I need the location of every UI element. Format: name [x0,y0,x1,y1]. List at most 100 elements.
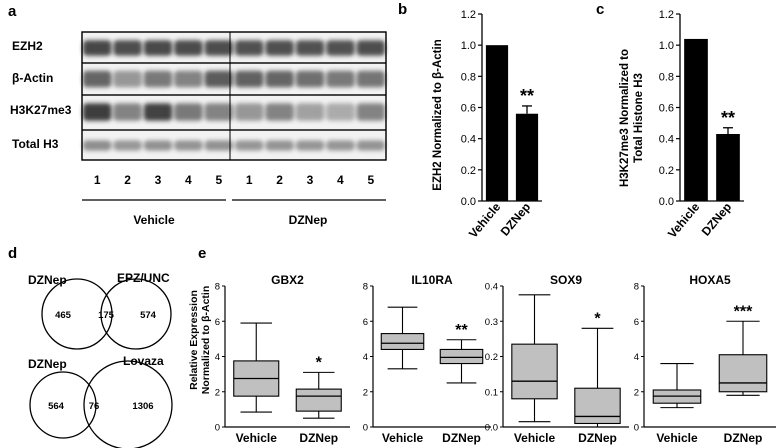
panel-e-ylabel-line1: Relative Expression [188,290,200,390]
panel-letter-b: b [398,1,407,18]
y-tick-label: 2 [215,387,220,398]
lane-number-1: 1 [94,173,101,187]
blot-band [143,140,173,151]
venn-top-right-circle [100,278,172,350]
y-tick-label: 0.2 [659,165,674,177]
lane-number-8: 3 [307,173,314,187]
y-tick-label: 0.0 [461,196,476,208]
blot-band [356,103,386,121]
y-tick-label: 8 [363,282,368,293]
venn-bottom-right-circle [83,360,173,448]
y-tick-label: 2 [363,387,368,398]
blot-band [295,140,325,151]
x-tick-label-vehicle: Vehicle [514,431,556,445]
lane-number-10: 5 [367,173,374,187]
panel-c-ylabel-line2: Total Histone H3 [633,73,645,163]
venn-bottom-left-label: DZNep [28,357,67,371]
blot-band [295,70,325,88]
y-tick-label: 0 [363,423,368,434]
x-tick-label-dznep: DZNep [699,200,735,239]
blot-band [82,140,112,151]
panel-letter-a: a [8,3,17,20]
panel-b-ylabel: EZH2 Normalized to β-Actin [432,39,444,190]
blot-band [174,140,203,151]
blot-band [143,103,173,121]
y-tick-label: 4 [363,352,368,363]
blot-band [204,40,234,56]
y-tick-label: 6 [634,317,639,328]
box-iqr [511,343,558,400]
y-tick-label: 0.4 [461,134,476,146]
box-iqr [718,354,768,393]
y-tick-label: 0.8 [659,71,674,83]
x-tick-label-dznep: DZNep [442,431,481,445]
significance-marker: * [594,310,601,327]
y-tick-label: 1.2 [659,9,674,21]
panel-letter-d: d [8,245,17,262]
panel-c: c H3K27me3 Normalized to Total Histone H… [596,1,744,241]
venn-bottom-right-label: Lovaza [123,354,164,368]
boxplot-gbx2: GBX2 0 2 4 6 8 Vehicle * DZNep [215,273,350,445]
y-tick-label: 0.1 [485,387,498,398]
y-tick-label: 0.6 [461,103,476,115]
blot-band [174,103,203,121]
y-tick-label: 0.4 [485,282,498,293]
x-tick-label-vehicle: Vehicle [382,431,424,445]
blot-band [204,103,234,121]
y-tick-label: 1.0 [461,40,476,52]
venn-top-overlap: 175 [98,310,115,321]
significance-marker: ** [721,108,735,128]
blot-band [326,70,355,88]
y-tick-label: 0.2 [461,165,476,177]
boxplot-title-il10ra: IL10RA [411,273,453,287]
y-tick-label: 2 [634,387,639,398]
blot-band [295,40,325,56]
box-iqr [574,387,621,425]
x-tick-label-dznep: DZNep [578,431,617,445]
y-tick-label: 0.8 [461,71,476,83]
y-tick-label: 4 [634,352,639,363]
significance-marker: ** [520,86,534,106]
blot-band [326,103,355,121]
panel-a: a EZH2 β-Actin H3K27me3 Total H3 1 2 3 4 5 1 2… [8,3,387,227]
lane-number-3: 3 [155,173,162,187]
panel-e: e Relative Expression Normalized to β-Ac… [188,245,776,445]
lane-number-6: 1 [246,173,253,187]
blot-band [204,70,234,88]
venn-top-left-label: DZNep [28,273,67,287]
lane-number-7: 2 [276,173,283,187]
venn-bottom-left-circle [29,371,97,439]
boxplot-title-sox9: SOX9 [550,273,582,287]
blot-band [113,140,142,151]
blot-band [265,70,294,88]
y-tick-label: 1.2 [461,9,476,21]
bar-dznep [716,133,740,201]
boxplot-title-gbx2: GBX2 [271,273,304,287]
panel-b: b EZH2 Normalized to β-Actin 0.0 0.2 0.4 0.… [398,1,542,241]
lane-number-5: 5 [215,173,222,187]
group-label-dznep: DZNep [289,213,328,227]
blot-row-label-ezh2: EZH2 [12,39,43,53]
blot-band [143,40,173,56]
bar-dznep [515,113,539,201]
y-tick-label: 0 [634,423,639,434]
blot-band [82,70,112,88]
boxplot-title-hoxa5: HOXA5 [689,273,731,287]
blot-band [295,103,325,121]
panel-d: d DZNep EPZ/UNC 465 175 574 DZNep Lovaza… [8,245,173,448]
lane-number-9: 4 [337,173,344,187]
y-tick-label: 0.6 [659,103,674,115]
blot-band [113,40,142,56]
blot-band [356,70,386,88]
blot-band [82,103,112,121]
blot-band [234,140,264,151]
y-tick-label: 8 [215,282,220,293]
boxplot-il10ra: IL10RA 0 2 4 6 8 Vehicle ** DZNep [363,273,491,445]
blot-band [326,40,355,56]
y-tick-label: 0.2 [485,352,498,363]
panel-c-ylabel-line1: H3K27me3 Normalized to [619,49,631,187]
x-tick-label-dznep: DZNep [724,431,763,445]
